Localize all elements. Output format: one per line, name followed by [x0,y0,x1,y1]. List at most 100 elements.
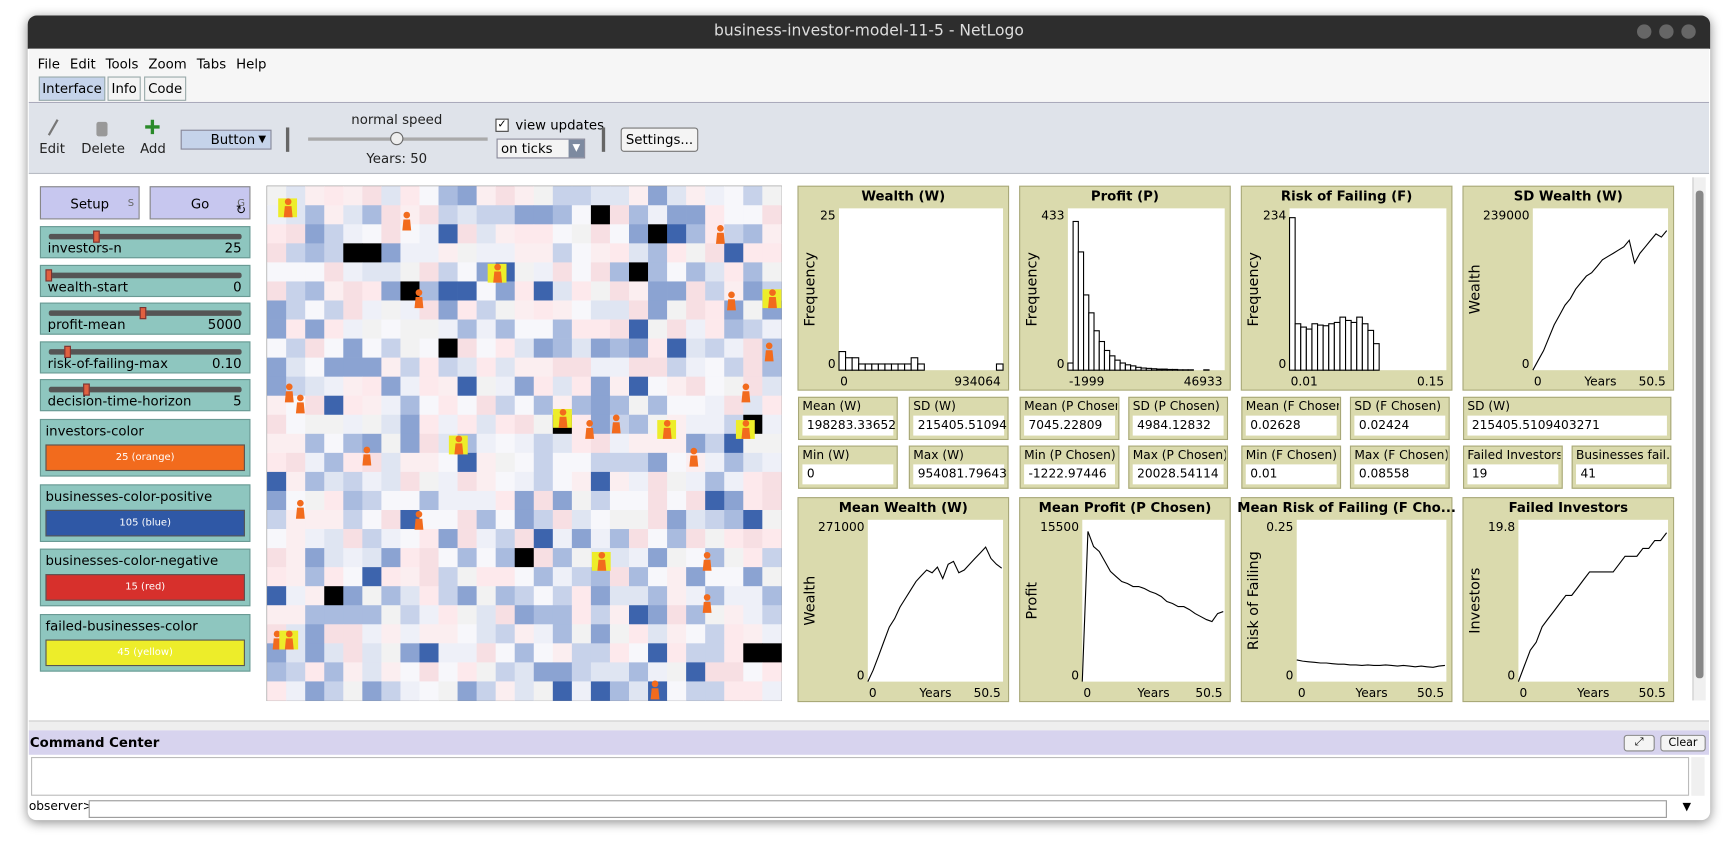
patch [495,224,516,244]
patch [514,395,535,416]
delete-button[interactable]: Delete [81,140,125,157]
command-input[interactable] [88,800,1667,818]
tab[interactable]: Code [144,76,187,101]
menu-item[interactable]: Edit [69,56,96,73]
patch [419,433,439,454]
patch [648,662,668,682]
patch [667,205,687,225]
patch [743,548,763,568]
patch [400,357,420,378]
slider[interactable] [39,379,251,412]
menu-item[interactable]: Tools [105,56,139,73]
patch [343,681,363,701]
output-scrollbar[interactable] [1691,756,1705,796]
monitor-value: 0.08558 [1354,464,1446,485]
setup-button[interactable]: Setup S [39,186,140,220]
patch [648,452,668,473]
patch [667,471,687,492]
patch [705,586,725,606]
investor-head [415,289,423,296]
slider-handle[interactable] [45,269,53,282]
menu-item[interactable]: Tabs [196,56,227,73]
slider-handle[interactable] [139,307,147,320]
patch [495,643,516,663]
maximize-button[interactable] [1659,24,1674,39]
patch [552,433,573,454]
patch [381,548,401,568]
tab[interactable]: Info [107,76,141,101]
patch [552,357,573,378]
slider-value: 25 [224,240,242,257]
patch [648,605,668,625]
patch [476,643,497,663]
popout-button[interactable]: ⤢ [1623,734,1655,752]
patch [743,224,763,244]
chooser-value[interactable]: 15 (red) [45,574,245,601]
slider[interactable] [39,341,251,374]
patch [457,376,477,397]
x-axis-label: Years [1583,375,1616,389]
patch [648,262,668,282]
clear-button[interactable]: Clear [1660,734,1706,752]
patch [381,262,401,282]
splitter[interactable] [28,720,1710,731]
update-mode-dropdown[interactable]: on ticks ▼ [496,138,586,159]
patch [686,662,706,682]
patch [324,567,344,587]
patch [628,586,649,606]
patch [762,433,782,454]
chooser-value[interactable]: 25 (orange) [45,444,245,472]
x-tick-label: 0 [1534,375,1542,389]
y-tick-label: 0 [857,668,865,682]
patch [590,395,611,416]
patch [705,319,725,339]
patch [400,262,420,282]
patch [457,529,477,549]
minimize-button[interactable] [1637,24,1652,39]
slider-handle[interactable] [92,230,100,243]
patch [667,300,687,320]
tab[interactable]: Interface [38,76,106,101]
patch [762,395,782,416]
patch [667,319,687,339]
patch [743,452,763,473]
patch [267,414,287,435]
settings-button[interactable]: Settings... [620,127,699,152]
patch [609,262,630,282]
command-prompt: observer> [28,799,93,814]
patch [438,224,458,244]
menu-item[interactable]: File [37,56,60,73]
patch [267,529,287,549]
scrollbar[interactable] [1692,177,1706,701]
patch [590,624,611,644]
patch [381,605,401,625]
patch [705,243,725,263]
slider[interactable] [39,264,251,298]
ticks-label: Years: 50 [366,150,428,167]
patch [286,338,306,358]
patch [590,205,611,225]
view-updates-checkbox[interactable]: ✓ [495,118,509,132]
patch [743,586,763,606]
close-button[interactable] [1681,24,1696,39]
command-output [31,756,1690,796]
add-button[interactable]: Add [140,140,166,157]
slider-handle[interactable] [83,383,90,396]
chooser-value[interactable]: 45 (yellow) [45,639,245,667]
widget-type-dropdown[interactable]: Button ▼ [180,129,272,150]
x-tick-label: 0 [1520,686,1528,700]
menu-item[interactable]: Zoom [148,56,187,73]
histogram-bar [1124,364,1132,371]
go-button[interactable]: Go G ↻ [149,186,251,220]
chooser-value[interactable]: 105 (blue) [45,509,245,537]
edit-button[interactable]: Edit [39,140,65,157]
speed-slider[interactable] [390,131,404,146]
slider[interactable] [39,226,251,259]
command-dropdown[interactable]: ▼ [1682,801,1691,814]
patch [686,509,706,530]
patch [286,567,306,587]
menu-item[interactable]: Help [236,56,267,73]
patch [705,529,725,549]
slider-handle[interactable] [64,345,71,358]
